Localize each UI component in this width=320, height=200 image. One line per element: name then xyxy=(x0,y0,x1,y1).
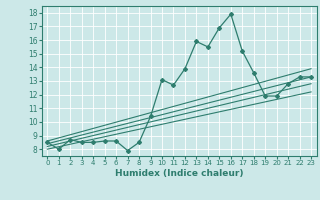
X-axis label: Humidex (Indice chaleur): Humidex (Indice chaleur) xyxy=(115,169,244,178)
